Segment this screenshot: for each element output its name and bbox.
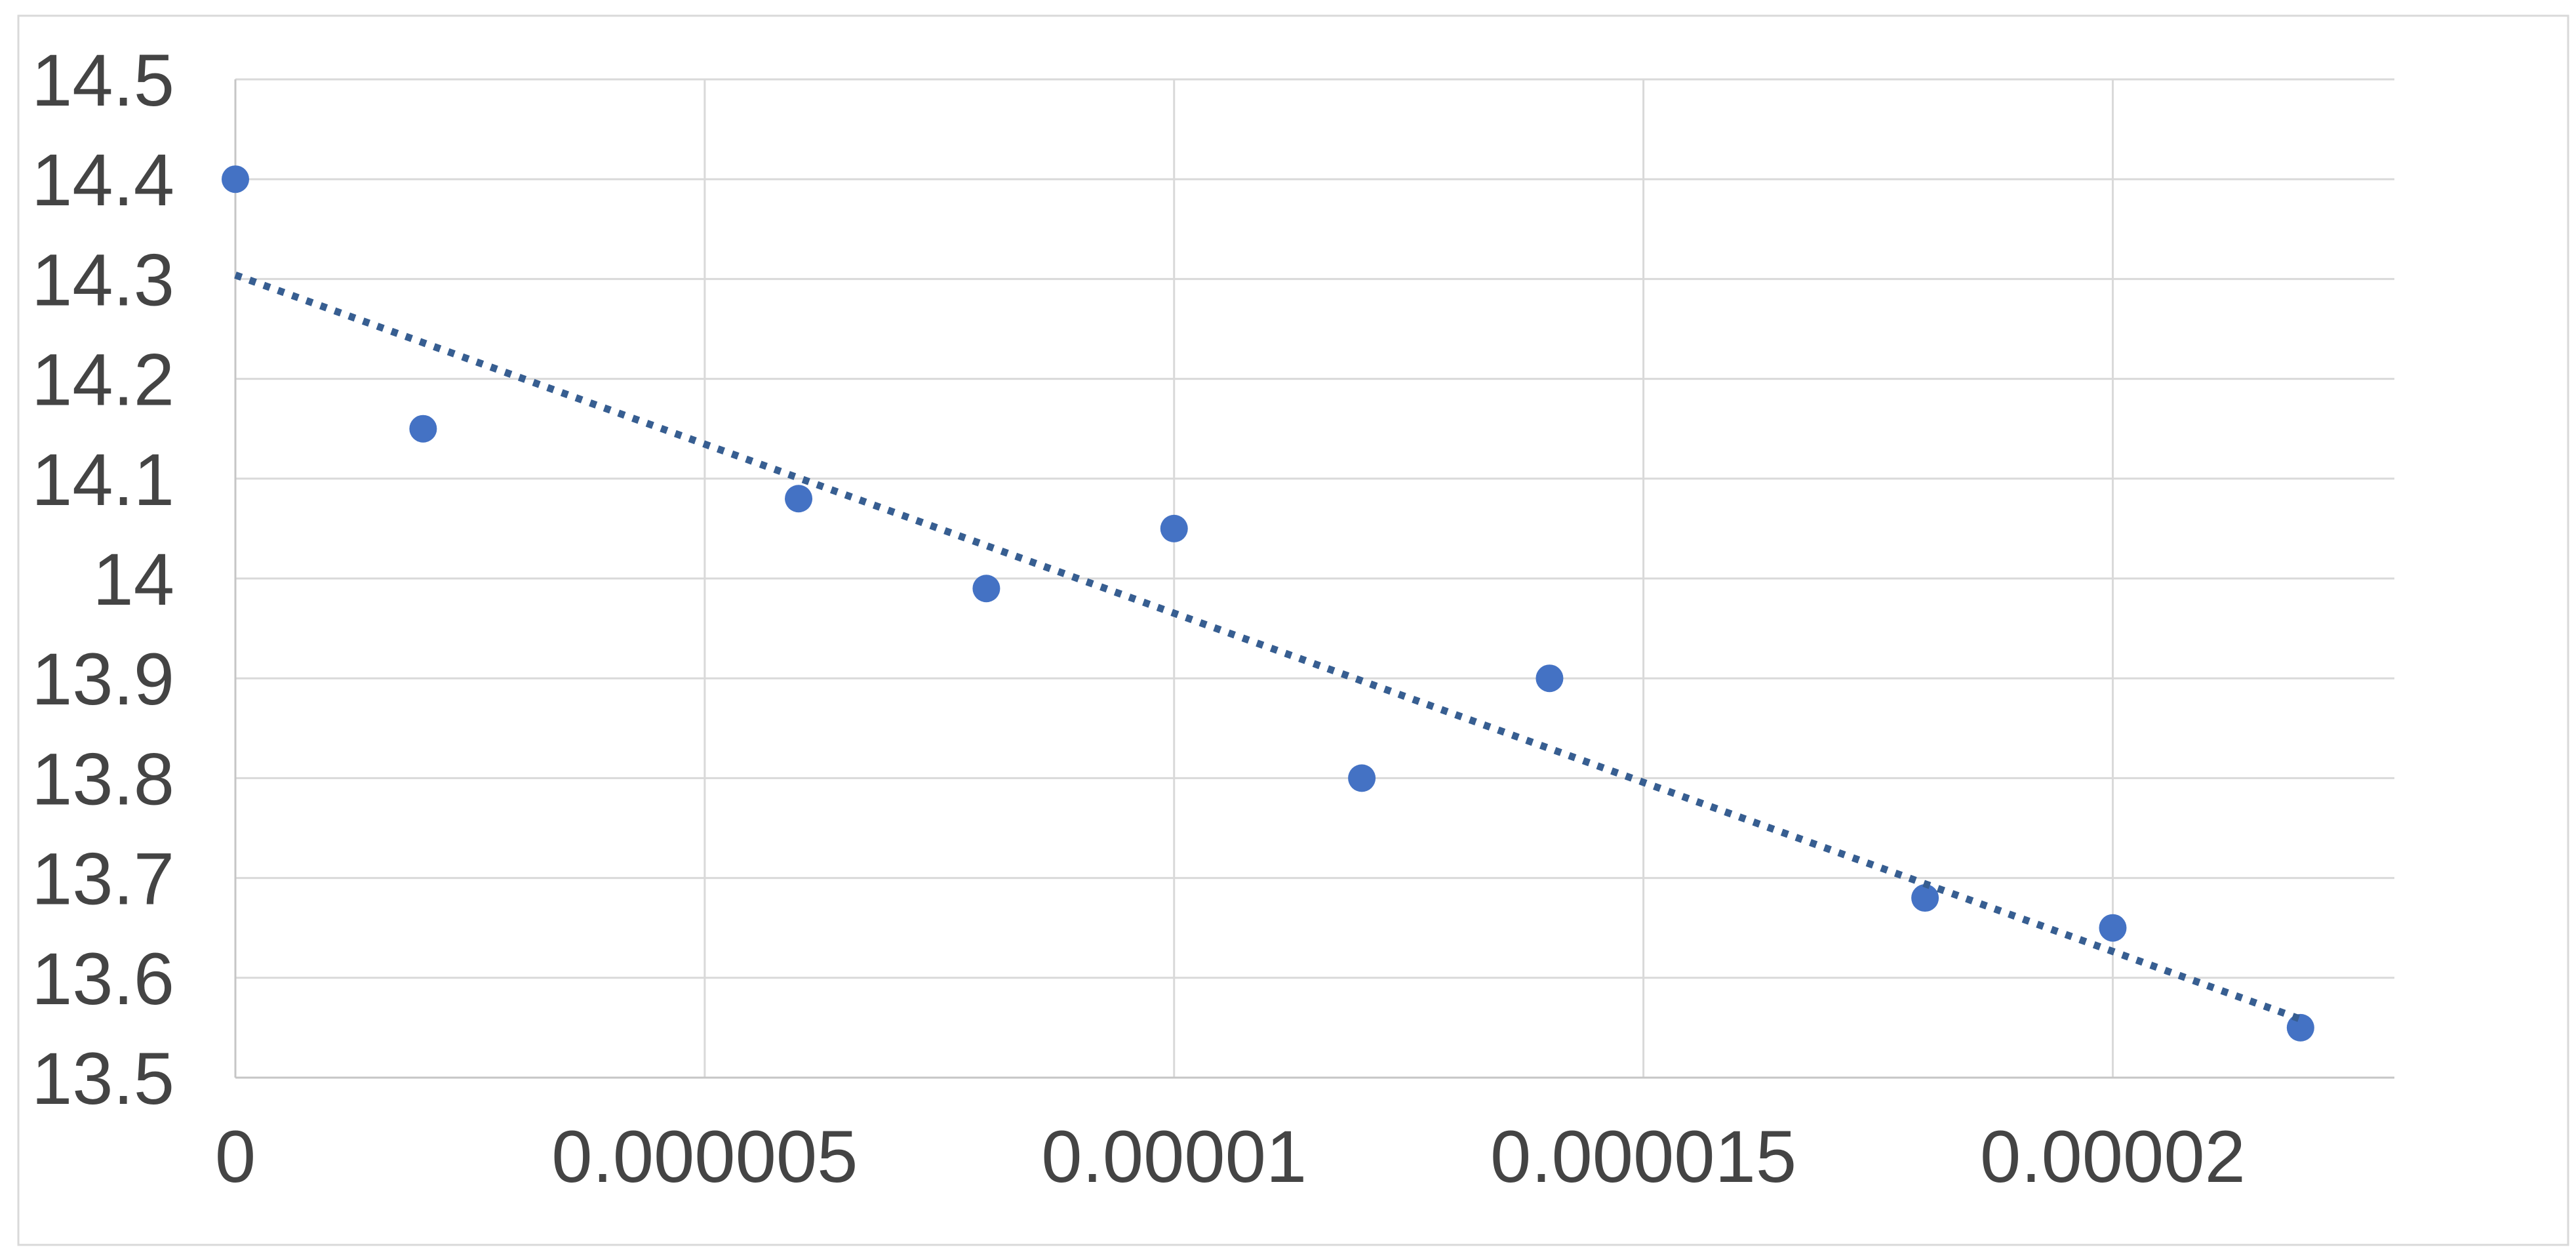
y-axis-tick-label: 14: [92, 538, 174, 620]
y-axis-tick-label: 14.4: [31, 139, 174, 221]
data-point: [1536, 664, 1564, 693]
trendline: [234, 272, 2302, 1023]
data-point: [2099, 914, 2127, 942]
data-point: [2286, 1013, 2314, 1042]
y-axis-tick-label: 13.7: [31, 838, 174, 920]
y-axis-tick-label: 13.5: [31, 1038, 174, 1120]
y-axis-tick-label: 13.9: [31, 638, 174, 720]
data-point: [409, 415, 437, 443]
data-point: [1348, 764, 1376, 792]
data-point: [1911, 884, 1939, 912]
y-axis-tick-label: 13.8: [31, 738, 174, 820]
x-axis-tick-label: 0.000015: [1490, 1116, 1796, 1198]
data-point: [1160, 514, 1188, 542]
chart-border: [17, 14, 2569, 1246]
x-axis-tick-label: 0.00001: [1041, 1116, 1307, 1198]
x-axis-tick-label: 0.00002: [1980, 1116, 2246, 1198]
data-point: [972, 575, 1001, 603]
y-axis-tick-label: 14.2: [31, 339, 174, 421]
data-point: [785, 485, 813, 513]
y-axis-tick-label: 14.3: [31, 239, 174, 321]
y-axis-tick-label: 14.5: [31, 39, 174, 121]
x-axis-tick-label: 0: [215, 1116, 256, 1198]
y-axis-tick-label: 13.6: [31, 938, 174, 1020]
y-axis-tick-label: 14.1: [31, 439, 174, 521]
data-point: [222, 165, 249, 193]
x-axis-tick-label: 0.000005: [551, 1116, 858, 1198]
